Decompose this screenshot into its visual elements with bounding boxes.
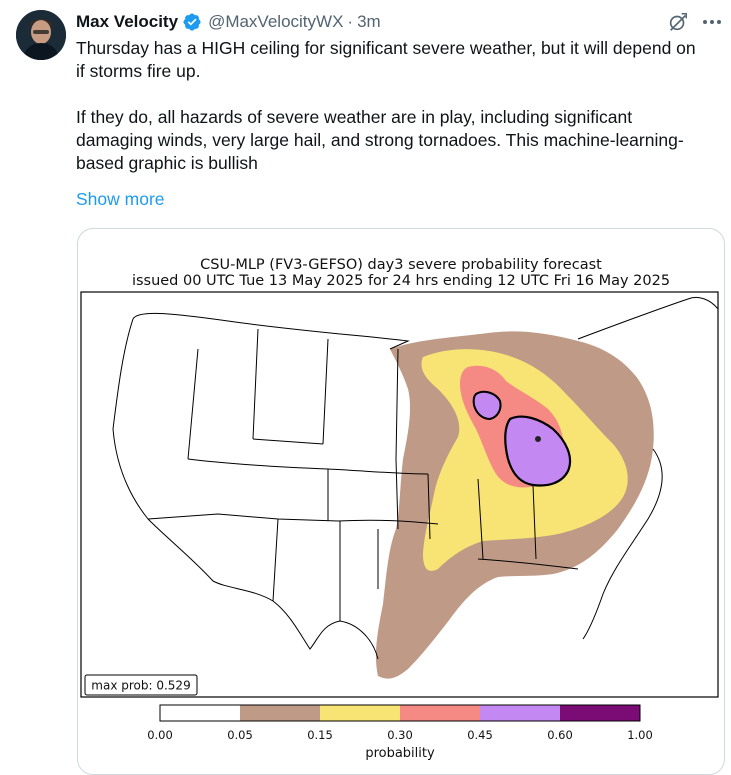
- max-prob-marker: [535, 436, 541, 442]
- timestamp[interactable]: 3m: [357, 12, 381, 31]
- colorbar-tick-0: 0.00: [147, 728, 173, 742]
- probability-colorbar: 0.00 0.05 0.15 0.30 0.45 0.60 1.00 proba…: [147, 704, 653, 761]
- colorbar-tick-6: 1.00: [627, 728, 653, 742]
- prob-region-45-60-main: [504, 415, 572, 487]
- forecast-map-figure: CSU-MLP (FV3-GEFSO) day3 severe probabil…: [80, 257, 719, 761]
- separator-dot: ·: [347, 12, 354, 31]
- colorbar-label: probability: [365, 746, 435, 761]
- colorbar-segment-4: [480, 705, 560, 721]
- tweet-media-image[interactable]: CSU-MLP (FV3-GEFSO) day3 severe probabil…: [77, 228, 725, 775]
- colorbar-segment-5: [560, 705, 640, 721]
- verified-badge-icon: [183, 13, 201, 31]
- colorbar-tick-2: 0.15: [307, 728, 333, 742]
- colorbar-tick-3: 0.30: [387, 728, 413, 742]
- colorbar-segment-3: [400, 705, 480, 721]
- tweet-paragraph-2: If they do, all hazards of severe weathe…: [76, 107, 684, 173]
- map-title-line1: CSU-MLP (FV3-GEFSO) day3 severe probabil…: [200, 257, 602, 273]
- prob-region-45-60-north: [472, 390, 502, 421]
- colorbar-segment-1: [240, 705, 320, 721]
- colorbar-segment-0: [160, 705, 240, 721]
- more-options-icon[interactable]: [700, 11, 724, 33]
- max-prob-label: max prob: 0.529: [91, 679, 190, 693]
- colorbar-tick-1: 0.05: [227, 728, 253, 742]
- colorbar-tick-5: 0.60: [547, 728, 573, 742]
- tweet-paragraph-1: Thursday has a HIGH ceiling for signific…: [76, 38, 696, 81]
- profile-avatar[interactable]: [16, 10, 66, 60]
- state-borders: [112, 296, 718, 660]
- tweet-header: Max Velocity @MaxVelocityWX · 3m: [76, 11, 381, 33]
- grok-icon[interactable]: [667, 11, 689, 33]
- colorbar-segment-2: [320, 705, 400, 721]
- map-panel: max prob: 0.529: [80, 291, 719, 698]
- user-handle[interactable]: @MaxVelocityWX: [208, 12, 344, 31]
- show-more-link[interactable]: Show more: [76, 189, 165, 209]
- avatar-image: [16, 10, 66, 60]
- tweet-text: Thursday has a HIGH ceiling for signific…: [76, 37, 706, 175]
- colorbar-tick-4: 0.45: [467, 728, 493, 742]
- max-prob-box: [84, 674, 198, 696]
- map-title-line2: issued 00 UTC Tue 13 May 2025 for 24 hrs…: [132, 273, 670, 289]
- display-name[interactable]: Max Velocity: [76, 12, 179, 31]
